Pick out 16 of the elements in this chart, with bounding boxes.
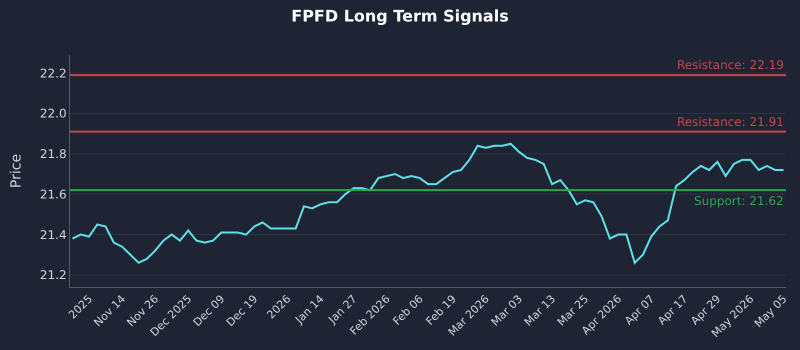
x-tick-label: Apr 17 <box>655 292 690 328</box>
y-axis-title: Price <box>8 154 24 188</box>
y-tick-label: 21.8 <box>40 147 67 162</box>
x-tick-label: Apr 07 <box>622 292 658 328</box>
y-tick-label: 21.2 <box>40 268 67 282</box>
x-tick-label: Jan 14 <box>292 292 327 327</box>
ref-line-label: Support: 21.62 <box>694 194 784 208</box>
y-tick-label: 22.2 <box>40 66 67 80</box>
x-tick-label: Feb 06 <box>390 292 426 328</box>
chart-title: FPFD Long Term Signals <box>291 6 509 26</box>
y-tick-label: 21.4 <box>40 228 67 242</box>
y-tick-label: 21.6 <box>40 187 67 202</box>
ref-line-label: Resistance: 21.91 <box>677 115 784 129</box>
y-tick-label: 22.0 <box>40 106 67 121</box>
line-series <box>71 142 785 264</box>
ref-line-label: Resistance: 22.19 <box>677 58 784 72</box>
